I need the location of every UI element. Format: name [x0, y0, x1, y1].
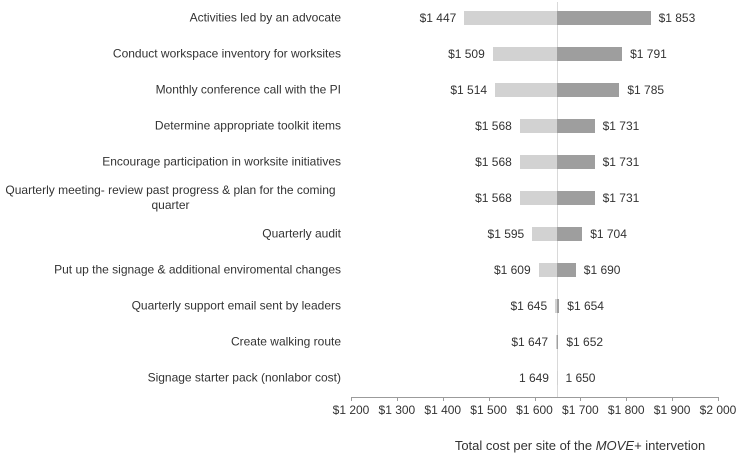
category-label: Signage starter pack (nonlabor cost) — [147, 370, 341, 385]
high-value-label: $1 731 — [602, 155, 640, 169]
category-label: Quarterly meeting- review past progress … — [5, 183, 336, 212]
high-value-label: $1 654 — [567, 299, 604, 313]
low-value-label: $1 609 — [493, 263, 531, 277]
x-axis-tick-label: $1 600 — [516, 403, 553, 417]
category-label: Create walking route — [230, 334, 341, 349]
x-axis-tick-label: $1 200 — [332, 403, 370, 417]
x-axis-title-prefix: Total cost per site of the — [454, 438, 596, 453]
category-label: Monthly conference call with the PI — [155, 82, 341, 97]
high-value-label: $1 652 — [566, 335, 604, 349]
bar-low-segment — [464, 11, 558, 25]
x-axis-tick — [672, 397, 674, 401]
bar-high-segment — [557, 11, 651, 25]
low-value-label: $1 647 — [511, 335, 549, 349]
x-axis-tick — [626, 397, 628, 401]
category-label: Encourage participation in worksite init… — [102, 154, 341, 169]
low-value-label: $1 447 — [419, 11, 457, 25]
bar-high-segment — [557, 155, 595, 169]
low-value-label: $1 645 — [510, 299, 548, 313]
high-value-label: $1 704 — [590, 227, 627, 241]
bar-high-segment — [557, 263, 576, 277]
x-axis-tick-label: $2 000 — [699, 403, 737, 417]
bar-high-segment — [557, 47, 623, 61]
high-value-label: $1 853 — [658, 11, 696, 25]
x-axis-tick-label: $1 900 — [653, 403, 691, 417]
bar-low-segment — [532, 227, 558, 241]
bar-high-segment — [557, 299, 560, 313]
x-axis-tick — [534, 397, 536, 401]
bar-low-segment — [519, 191, 558, 205]
low-value-label: $1 568 — [475, 155, 512, 169]
x-axis-tick-label: $1 800 — [607, 403, 645, 417]
high-value-label: 1 650 — [565, 371, 596, 385]
bar-low-segment — [556, 335, 558, 349]
category-label: Put up the signage & additional envirome… — [54, 262, 341, 277]
bar-low-segment — [519, 119, 558, 133]
x-axis-tick — [580, 397, 582, 401]
low-value-label: $1 509 — [448, 47, 485, 61]
x-axis-tick — [718, 397, 719, 401]
bar-low-segment — [538, 263, 558, 277]
low-value-label: $1 514 — [450, 83, 488, 97]
category-label: Quarterly support email sent by leaders — [131, 298, 341, 313]
low-value-label: $1 568 — [475, 119, 512, 133]
high-value-label: $1 731 — [602, 191, 640, 205]
x-axis-tick-label: $1 400 — [424, 403, 462, 417]
category-label: Determine appropriate toolkit items — [154, 118, 341, 133]
bar-high-segment — [557, 83, 620, 97]
bar-high-segment — [557, 227, 583, 241]
high-value-label: $1 690 — [583, 263, 621, 277]
x-axis-title-italic: MOVE+ — [595, 438, 642, 453]
high-value-label: $1 785 — [627, 83, 665, 97]
category-label: Activities led by an advocate — [189, 10, 341, 25]
bar-low-segment — [492, 47, 558, 61]
bar-low-segment — [495, 83, 558, 97]
bar-high-segment — [557, 191, 595, 205]
x-axis-tick — [396, 397, 398, 401]
bar-high-segment — [557, 119, 595, 133]
low-value-label: $1 568 — [475, 191, 512, 205]
low-value-label: $1 595 — [487, 227, 525, 241]
x-axis-tick-label: $1 700 — [562, 403, 599, 417]
category-label: Conduct workspace inventory for worksite… — [112, 46, 341, 61]
x-axis-title-suffix: intervetion — [641, 438, 706, 453]
bar-low-segment — [555, 299, 558, 313]
high-value-label: $1 731 — [602, 119, 640, 133]
category-label: Quarterly audit — [262, 226, 341, 241]
x-axis-tick-label: $1 300 — [378, 403, 416, 417]
low-value-label: 1 649 — [518, 371, 549, 385]
bar-high-segment — [557, 335, 559, 349]
x-axis-tick-label: $1 500 — [470, 403, 507, 417]
x-axis-tick — [488, 397, 490, 401]
x-axis-title: Total cost per site of the MOVE+ interve… — [455, 438, 705, 453]
x-axis-tick — [351, 397, 352, 401]
bar-low-segment — [519, 155, 558, 169]
high-value-label: $1 791 — [630, 47, 667, 61]
x-axis-tick — [442, 397, 444, 401]
